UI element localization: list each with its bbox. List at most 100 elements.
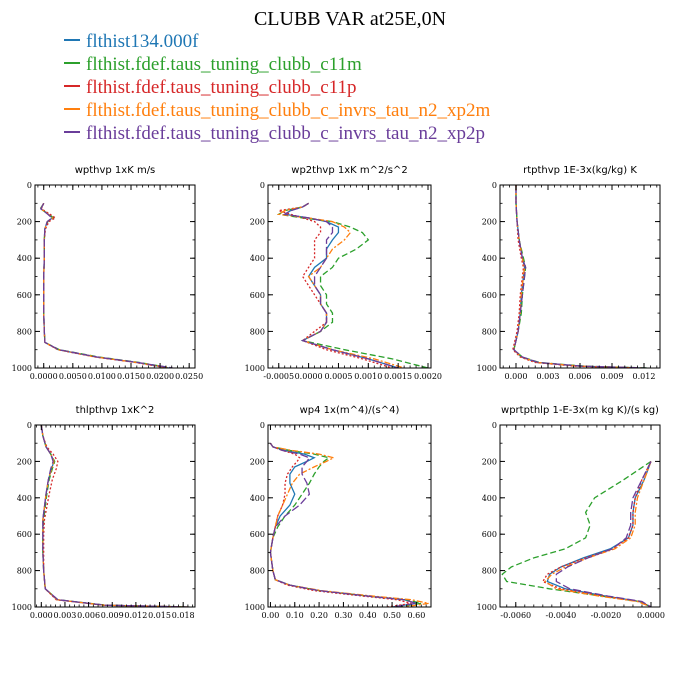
panel-title: rtpthvp 1E-3x(kg/kg) K (523, 165, 637, 176)
x-tick-label: 0.0000 (30, 372, 58, 381)
series-line (544, 461, 652, 607)
chart-panel: wp2thvp 1xK m^2/s^2 0 200 400 600 800 1000-0.0… (245, 165, 442, 381)
x-tick-label: -0.0020 (591, 611, 622, 620)
series-line (269, 442, 412, 607)
y-tick-label: 1000 (477, 603, 497, 612)
y-tick-label: 0 (492, 181, 497, 190)
series-line (40, 425, 189, 607)
series-group (39, 202, 173, 368)
y-tick-label: 200 (482, 457, 497, 466)
y-tick-label: 1000 (245, 364, 265, 373)
y-tick-label: 600 (250, 291, 265, 300)
y-tick-label: 400 (482, 254, 497, 263)
series-group (269, 442, 429, 607)
x-tick-label: 0.003 (537, 372, 560, 381)
y-tick-label: 600 (482, 291, 497, 300)
y-tick-label: 0 (260, 421, 265, 430)
series-line (555, 461, 652, 607)
series-line (40, 425, 188, 607)
x-tick-label: 0.015 (148, 611, 171, 620)
x-tick-label: 0.50 (383, 611, 401, 620)
x-tick-label: 0.012 (124, 611, 147, 620)
y-tick-label: 400 (482, 494, 497, 503)
y-tick-label: 800 (482, 327, 497, 336)
series-line (269, 442, 422, 607)
series-line (40, 425, 185, 607)
series-group (276, 202, 429, 368)
legend-item: flthist.fdef.taus_tuning_clubb_c11p (64, 76, 490, 99)
series-line (513, 185, 647, 368)
y-tick-label: 200 (17, 218, 32, 227)
chart-panel: rtpthvp 1E-3x(kg/kg) K 0 200 400 600 800 1000 0… (477, 165, 661, 381)
y-tick-label: 400 (250, 494, 265, 503)
y-tick-label: 600 (250, 530, 265, 539)
x-tick-label: -0.0040 (545, 611, 576, 620)
y-tick-label: 400 (17, 494, 32, 503)
series-line (513, 185, 645, 368)
x-tick-label: 0.000 (505, 372, 528, 381)
y-tick-label: 1000 (245, 603, 265, 612)
y-tick-label: 0 (492, 421, 497, 430)
series-line (39, 202, 172, 368)
series-line (276, 202, 405, 368)
x-tick-label: 0.40 (359, 611, 377, 620)
legend-label: flthist134.000f (86, 31, 199, 52)
plot-frame (499, 424, 661, 608)
x-tick-label: 0.60 (407, 611, 425, 620)
legend-item: flthist.fdef.taus_tuning_clubb_c11m (64, 53, 490, 76)
series-group (501, 460, 652, 607)
y-tick-label: 600 (17, 291, 32, 300)
y-tick-label: 200 (250, 218, 265, 227)
series-line (39, 202, 171, 368)
y-tick-label: 800 (250, 567, 265, 576)
x-tick-label: 0.0020 (414, 372, 442, 381)
y-tick-label: 200 (17, 457, 32, 466)
series-line (513, 185, 650, 368)
series-line (512, 185, 639, 368)
series-line (501, 460, 652, 607)
page-title: CLUBB VAR at25E,0N (253, 8, 447, 30)
x-tick-label: 0.0000 (295, 372, 323, 381)
panel-title: wp4 1x(m^4)/(s^4) (300, 405, 400, 416)
series-group (512, 185, 650, 368)
series-line (278, 202, 393, 368)
x-tick-label: -0.0060 (500, 611, 531, 620)
y-tick-label: 600 (482, 530, 497, 539)
panel-title: wpthvp 1xK m/s (75, 165, 156, 176)
legend-item: flthist.fdef.taus_tuning_clubb_c_invrs_t… (64, 122, 490, 145)
legend-swatch (64, 38, 80, 41)
legend-label: flthist.fdef.taus_tuning_clubb_c_invrs_t… (86, 100, 491, 121)
y-tick-label: 400 (250, 254, 265, 263)
x-tick-label: 0.20 (310, 611, 328, 620)
series-line (513, 185, 645, 368)
panel-title: wp2thvp 1xK m^2/s^2 (291, 165, 407, 176)
x-tick-label: 0.0010 (354, 372, 382, 381)
y-tick-label: 400 (17, 254, 32, 263)
y-tick-label: 0 (260, 181, 265, 190)
legend-swatch (64, 130, 80, 133)
x-tick-label: 0.0005 (324, 372, 352, 381)
y-tick-label: 800 (482, 567, 497, 576)
y-tick-label: 0 (27, 181, 32, 190)
x-tick-label: 0.018 (172, 611, 195, 620)
panel-title: thlpthvp 1xK^2 (76, 405, 155, 416)
series-line (282, 202, 399, 368)
x-tick-label: 0.006 (569, 372, 592, 381)
series-line (541, 461, 652, 607)
y-tick-label: 0 (27, 421, 32, 430)
plot-frame (34, 184, 196, 369)
legend-label: flthist.fdef.taus_tuning_clubb_c11m (86, 54, 362, 75)
x-tick-label: 0.0200 (146, 372, 174, 381)
series-line (282, 202, 399, 368)
series-line (546, 461, 652, 607)
x-tick-label: 0.10 (286, 611, 304, 620)
series-line (39, 202, 173, 368)
x-tick-label: 0.003 (53, 611, 76, 620)
panel-title: wprtpthlp 1-E-3x(m kg K)/(s kg) (501, 405, 659, 416)
x-tick-label: 0.0100 (88, 372, 116, 381)
plot-frame (34, 424, 196, 608)
